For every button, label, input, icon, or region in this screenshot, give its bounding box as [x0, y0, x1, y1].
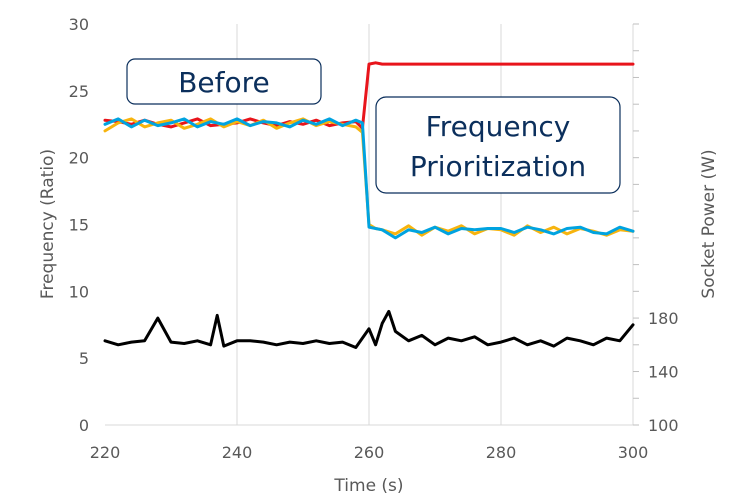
callout-fp-line-0: Frequency — [426, 110, 571, 143]
y-tick-label-5: 5 — [79, 349, 89, 368]
y2-tick-label-180: 180 — [648, 309, 679, 328]
callout-before-text: Before — [178, 66, 270, 99]
y-axis-title: Frequency (Ratio) — [38, 149, 58, 299]
x-tick-label-300: 300 — [618, 443, 649, 462]
y2-tick-labels: 100 140 180 — [648, 309, 679, 435]
series-lines — [103, 61, 635, 349]
axes — [105, 24, 634, 426]
y-tick-label-15: 15 — [69, 216, 89, 235]
y2-axis-title: Socket Power (W) — [699, 149, 719, 298]
callout-fp-text: Frequency Prioritization — [410, 110, 586, 183]
series-line-0 — [103, 61, 635, 130]
series-line-3 — [103, 309, 635, 349]
y-tick-label-20: 20 — [69, 149, 89, 168]
y-tick-label-10: 10 — [69, 282, 89, 301]
x-tick-label-280: 280 — [486, 443, 517, 462]
y2-tick-marks — [633, 23, 639, 426]
y-tick-label-0: 0 — [79, 416, 89, 435]
x-axis-title: Time (s) — [333, 476, 403, 496]
y-tick-label-25: 25 — [69, 82, 89, 101]
callout-frequency-prioritization: Frequency Prioritization — [375, 96, 621, 194]
callout-before: Before — [126, 58, 322, 105]
series-line-2 — [103, 117, 635, 240]
y2-tick-label-140: 140 — [648, 363, 679, 382]
x-tick-labels: 220 240 260 280 300 — [90, 443, 649, 462]
callout-fp-box — [375, 96, 621, 194]
x-tick-label-260: 260 — [354, 443, 385, 462]
y-tick-label-30: 30 — [69, 15, 89, 34]
x-tick-label-240: 240 — [222, 443, 253, 462]
y2-tick-label-100: 100 — [648, 416, 679, 435]
callout-fp-line-1: Prioritization — [410, 150, 586, 183]
x-tick-label-220: 220 — [90, 443, 121, 462]
y-tick-labels: 0 5 10 15 20 25 30 — [69, 15, 89, 435]
callout-before-box — [126, 58, 322, 105]
